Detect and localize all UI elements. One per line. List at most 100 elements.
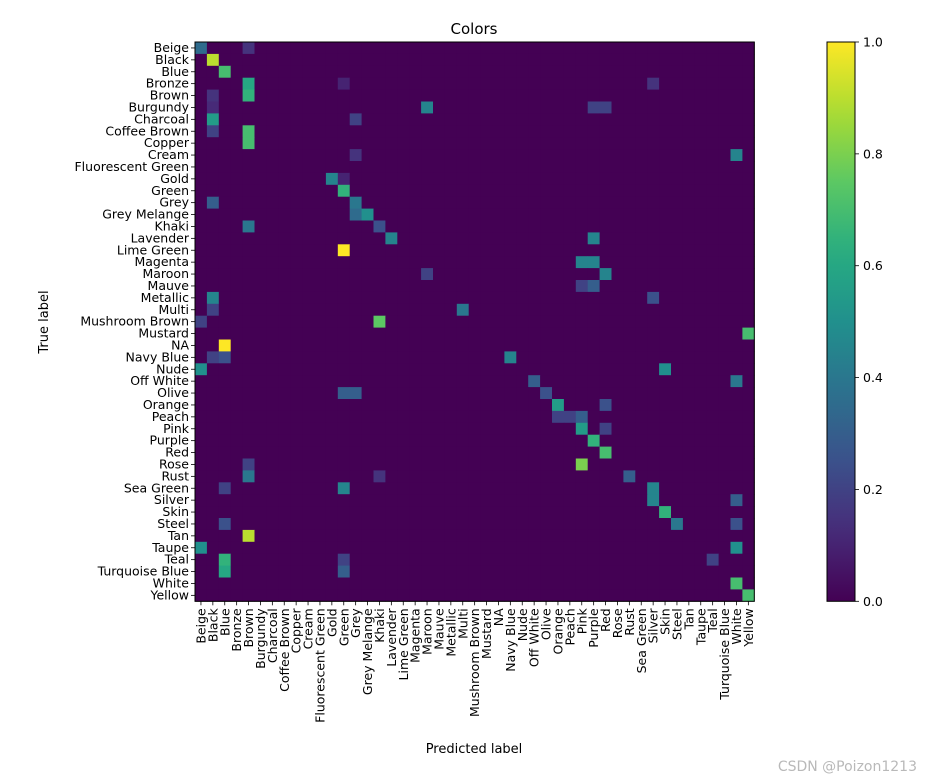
- heatmap-cell-khaki-tan: [682, 220, 696, 233]
- heatmap-cell-fluorescent-green-black: [206, 161, 220, 174]
- heatmap-cell-gold-bronze: [230, 172, 243, 186]
- heatmap-cell-burgundy-gold: [325, 101, 339, 114]
- heatmap-cell-gold-teal: [706, 172, 719, 186]
- heatmap-cell-olive-navy-blue: [504, 387, 517, 400]
- heatmap-cell-coffee-brown-blue: [218, 125, 232, 138]
- heatmap-cell-beige-taupe: [694, 42, 708, 55]
- heatmap-cell-navy-blue-lime-green: [397, 351, 410, 364]
- heatmap-cell-green-multi: [456, 184, 470, 198]
- heatmap-cell-peach-multi: [456, 410, 470, 424]
- heatmap-cell-rose-burgundy: [254, 458, 267, 471]
- y-axis-ticks: BeigeBlackBlueBronzeBrownBurgundyCharcoa…: [74, 40, 195, 602]
- heatmap-cell-red-metallic: [444, 446, 458, 459]
- heatmap-cell-turquoise-blue-blue: [218, 565, 232, 578]
- heatmap-cell-white-skin: [659, 577, 672, 590]
- heatmap-cell-khaki-purple: [587, 220, 600, 233]
- heatmap-cell-yellow-orange: [552, 589, 565, 602]
- heatmap-cell-brown-bronze: [230, 89, 243, 102]
- heatmap-cell-gold-peach: [563, 172, 577, 186]
- heatmap-cell-mauve-copper: [290, 280, 303, 293]
- heatmap-cell-cream-turquoise-blue: [718, 149, 731, 162]
- heatmap-cell-steel-copper: [290, 518, 303, 531]
- heatmap-cell-teal-metallic: [444, 553, 458, 566]
- heatmap-cell-na-bronze: [230, 339, 243, 352]
- heatmap-cell-bronze-nude: [516, 77, 529, 90]
- heatmap-cell-rust-pink: [575, 470, 589, 483]
- heatmap-cell-metallic-taupe: [694, 291, 708, 305]
- heatmap-cell-red-blue: [218, 446, 232, 459]
- heatmap-cell-yellow-mustard: [480, 589, 493, 602]
- heatmap-cell-mauve-nude: [516, 280, 529, 293]
- heatmap-cell-yellow-gold: [325, 589, 339, 602]
- heatmap-cell-grey-melange-charcoal: [266, 208, 279, 221]
- heatmap-cell-white-na: [492, 577, 505, 590]
- heatmap-cell-steel-orange: [552, 518, 565, 531]
- heatmap-cell-bronze-taupe: [694, 77, 708, 90]
- heatmap-cell-rust-bronze: [230, 470, 243, 483]
- heatmap-cell-teal-mustard: [480, 553, 493, 566]
- heatmap-cell-magenta-mushroom-brown: [468, 256, 481, 269]
- heatmap-cell-pink-teal: [706, 422, 719, 436]
- watermark: CSDN @Poizon1213: [777, 759, 917, 775]
- heatmap-cell-cream-white: [730, 149, 743, 162]
- heatmap-cell-skin-khaki: [373, 506, 386, 519]
- heatmap-cell-off-white-brown: [242, 375, 255, 388]
- heatmap-cell-na-mustard: [480, 339, 493, 352]
- heatmap-cell-yellow-metallic: [444, 589, 458, 602]
- heatmap-cell-taupe-beige: [195, 541, 208, 555]
- heatmap-cell-turquoise-blue-sea-green: [635, 565, 648, 578]
- heatmap-cell-rose-lavender: [385, 458, 398, 471]
- heatmap-cell-multi-mustard: [480, 303, 493, 317]
- heatmap-cell-white-turquoise-blue: [718, 577, 731, 590]
- heatmap-cell-grey-melange-navy-blue: [504, 208, 517, 221]
- heatmap-cell-blue-nude: [516, 65, 529, 79]
- heatmap-cell-mushroom-brown-multi: [456, 315, 470, 328]
- heatmap-cell-black-white: [730, 53, 743, 67]
- heatmap-cell-copper-maroon: [421, 137, 434, 150]
- heatmap-cell-pink-fluorescent-green: [314, 422, 327, 436]
- heatmap-cell-taupe-grey: [349, 541, 362, 555]
- heatmap-cell-copper-fluorescent-green: [314, 137, 327, 150]
- heatmap-cell-mushroom-brown-lavender: [385, 315, 398, 328]
- heatmap-cell-maroon-metallic: [444, 268, 458, 281]
- heatmap-cell-teal-rose: [611, 553, 624, 566]
- heatmap-cell-off-white-tan: [682, 375, 696, 388]
- heatmap-cell-na-blue: [218, 339, 232, 352]
- heatmap-cell-metallic-rust: [623, 291, 636, 305]
- heatmap-cell-magenta-fluorescent-green: [314, 256, 327, 269]
- heatmap-cell-skin-lime-green: [397, 506, 410, 519]
- heatmap-cell-orange-purple: [587, 399, 600, 412]
- heatmap-cell-olive-khaki: [373, 387, 386, 400]
- x-tick-label-mauve: Mauve: [431, 608, 446, 650]
- heatmap-cell-green-grey-melange: [361, 184, 374, 198]
- heatmap-cell-steel-turquoise-blue: [718, 518, 731, 531]
- heatmap-cell-navy-blue-mustard: [480, 351, 493, 364]
- heatmap-cell-teal-yellow: [742, 553, 755, 566]
- heatmap-cell-brown-orange: [552, 89, 565, 102]
- heatmap-cell-lavender-charcoal: [266, 232, 279, 245]
- heatmap-cell-copper-brown: [242, 137, 255, 150]
- heatmap-cell-yellow-cream: [302, 589, 315, 602]
- heatmap-cell-grey-melange-turquoise-blue: [718, 208, 731, 221]
- heatmap-cell-rose-red: [599, 458, 612, 471]
- x-tick-label-purple: Purple: [586, 608, 601, 648]
- heatmap-cell-copper-teal: [706, 137, 719, 150]
- heatmap-cell-magenta-teal: [706, 256, 719, 269]
- heatmap-cell-brown-pink: [575, 89, 589, 102]
- heatmap-cell-peach-copper: [290, 410, 303, 424]
- heatmap-cell-rust-green: [337, 470, 351, 483]
- colorbar-tick-label: 0.0: [863, 594, 883, 609]
- heatmap-cell-orange-metallic: [444, 399, 458, 412]
- heatmap-cell-off-white-steel: [671, 375, 684, 388]
- heatmap-cell-metallic-bronze: [230, 291, 243, 305]
- heatmap-cell-maroon-blue: [218, 268, 232, 281]
- heatmap-cell-yellow-fluorescent-green: [314, 589, 327, 602]
- heatmap-cell-multi-coffee-brown: [278, 303, 291, 317]
- heatmap-cell-metallic-beige: [195, 291, 208, 305]
- heatmap-cell-beige-khaki: [373, 42, 386, 55]
- heatmap-cell-lavender-taupe: [694, 232, 708, 245]
- heatmap-cell-teal-white: [730, 553, 743, 566]
- heatmap-cell-black-taupe: [694, 53, 708, 67]
- heatmap-cell-copper-mustard: [480, 137, 493, 150]
